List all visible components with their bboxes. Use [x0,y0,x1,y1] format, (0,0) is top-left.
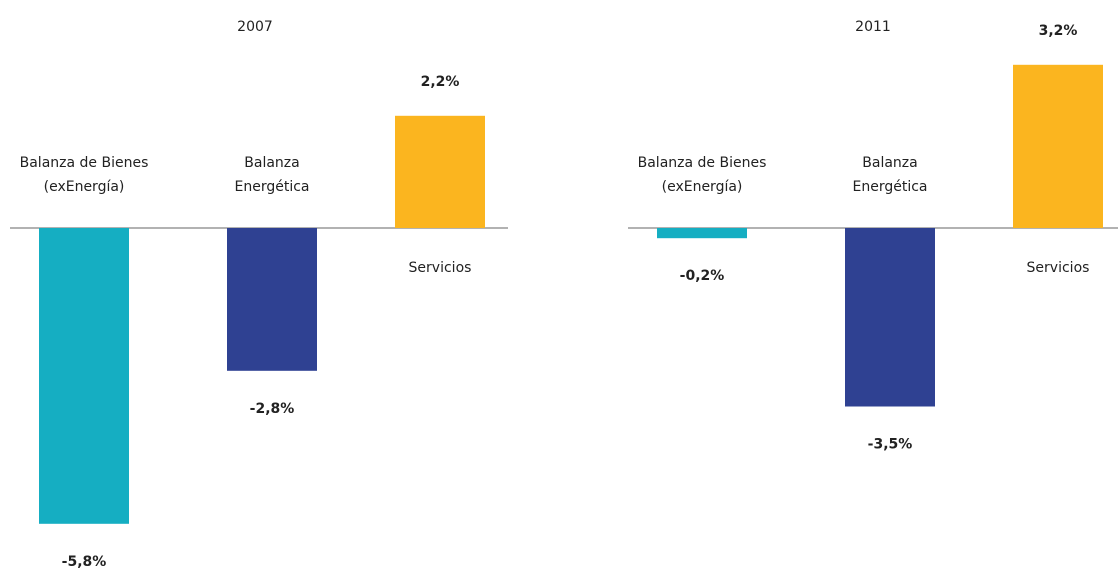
category-label: Balanza de Bienes (exEnergía) [638,155,767,195]
chart-title: 2007 [237,19,273,35]
bar [227,228,317,371]
category-label: Balanza Energética [235,155,310,195]
bar [395,115,485,228]
value-label: 2,2% [421,74,460,90]
value-label: -5,8% [62,554,107,570]
bar [657,228,747,239]
category-label: Servicios [1027,260,1090,276]
value-label: -2,8% [250,401,295,417]
category-label: Balanza de Bienes (exEnergía) [20,155,149,195]
bar [39,228,129,524]
bar [1013,64,1103,228]
value-label: -3,5% [868,437,913,453]
category-label: Balanza Energética [853,155,928,195]
value-label: -0,2% [680,268,725,284]
value-label: 3,2% [1039,23,1078,39]
bar [845,228,935,407]
category-label: Servicios [409,260,472,276]
chart-title: 2011 [855,19,891,35]
